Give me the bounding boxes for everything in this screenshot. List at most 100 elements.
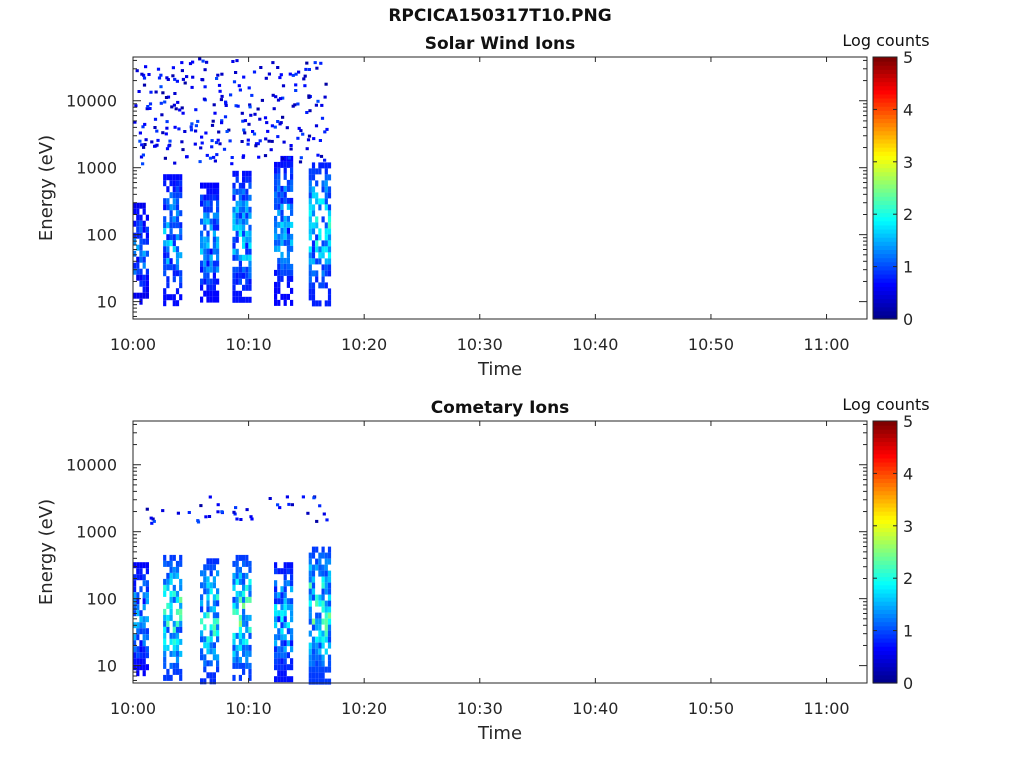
heatmap-cell: [179, 650, 183, 657]
heatmap-cell: [209, 290, 213, 297]
colorbar-segment: [873, 310, 897, 316]
heatmap-cell: [283, 215, 287, 222]
heatmap-cell: [274, 287, 278, 294]
heatmap-cell: [163, 608, 167, 615]
colorbar-segment: [873, 576, 897, 582]
x-tick-label: 11:00: [803, 699, 849, 718]
heatmap-cell: [238, 266, 242, 273]
heatmap-cell: [283, 257, 287, 264]
heatmap-cell: [283, 167, 287, 174]
heatmap-cell: [321, 672, 325, 679]
heatmap-cell: [232, 278, 236, 285]
heatmap-cell: [277, 598, 281, 605]
heatmap-cell: [324, 246, 328, 253]
heatmap-cell: [274, 616, 278, 623]
heatmap-cell: [200, 141, 204, 145]
heatmap-cell: [248, 206, 252, 213]
heatmap-cell: [305, 61, 309, 65]
heatmap-cell: [327, 240, 332, 247]
colorbar-segment: [873, 527, 897, 533]
heatmap-cell: [315, 216, 319, 223]
heatmap-cell: [290, 197, 294, 204]
heatmap-cell: [200, 678, 204, 685]
heatmap-cell: [139, 244, 143, 251]
heatmap-cell: [141, 153, 145, 157]
heatmap-cell: [248, 236, 252, 243]
heatmap-cell: [203, 206, 207, 213]
heatmap-cell: [196, 119, 200, 123]
heatmap-cell: [235, 236, 239, 243]
heatmap-cell: [140, 72, 144, 76]
heatmap-cell: [308, 234, 312, 241]
heatmap-cell: [235, 656, 239, 663]
heatmap-cell: [318, 282, 322, 289]
heatmap-cell: [203, 678, 207, 685]
heatmap-cell: [191, 75, 195, 79]
heatmap-cell: [216, 600, 220, 607]
heatmap-cell: [280, 203, 284, 210]
heatmap-cell: [252, 70, 257, 74]
colorbar-segment: [873, 457, 897, 463]
heatmap-cell: [318, 139, 322, 142]
heatmap-cell: [209, 206, 213, 213]
heatmap-cell: [232, 662, 236, 669]
heatmap-cell: [206, 588, 210, 595]
heatmap-cell: [321, 246, 325, 253]
heatmap-cell: [305, 111, 309, 114]
heatmap-cell: [139, 232, 143, 239]
colorbar-segment: [873, 269, 897, 275]
heatmap-cell: [311, 654, 316, 661]
heatmap-cell: [315, 546, 319, 553]
heatmap-cell: [172, 620, 176, 627]
colorbar-segment: [873, 155, 897, 160]
heatmap-cell: [220, 119, 224, 123]
heatmap-cell: [142, 238, 146, 245]
heatmap-cell: [259, 66, 263, 69]
heatmap-cell: [203, 85, 207, 89]
heatmap-cell: [194, 129, 198, 133]
heatmap-cell: [169, 192, 173, 199]
heatmap-cell: [147, 73, 151, 76]
colorbar-segment: [873, 163, 897, 169]
heatmap-cell: [242, 206, 246, 213]
heatmap-cell: [216, 666, 220, 673]
heatmap-cell: [311, 186, 316, 193]
heatmap-cell: [200, 284, 204, 291]
heatmap-cell: [242, 170, 246, 177]
heatmap-cell: [274, 640, 278, 647]
heatmap-cell: [200, 594, 204, 601]
heatmap-cell: [212, 266, 216, 273]
heatmap-cell: [179, 674, 183, 681]
x-tick-label: 10:10: [226, 335, 272, 354]
heatmap-cell: [290, 628, 294, 635]
heatmap-cell: [145, 562, 149, 569]
heatmap-cell: [200, 618, 204, 625]
heatmap-cell: [277, 263, 281, 270]
heatmap-cell: [286, 269, 290, 276]
heatmap-cell: [216, 138, 220, 142]
heatmap-cell: [179, 620, 183, 627]
heatmap-cell: [166, 620, 170, 627]
heatmap-cell: [216, 588, 220, 595]
heatmap-cell: [306, 138, 311, 142]
heatmap-cell: [142, 76, 147, 80]
heatmap-cell: [232, 584, 236, 591]
heatmap-cell: [286, 185, 290, 192]
heatmap-cell: [327, 636, 332, 643]
heatmap-cell: [324, 234, 328, 241]
heatmap-cell: [238, 596, 242, 603]
heatmap-cell: [214, 141, 219, 145]
heatmap-cell: [308, 246, 312, 253]
heatmap-cell: [280, 616, 284, 623]
heatmap-cell: [308, 666, 312, 673]
heatmap-cell: [228, 139, 232, 143]
heatmap-cell: [249, 515, 253, 519]
heatmap-cell: [181, 148, 185, 152]
heatmap-cell: [142, 83, 147, 87]
heatmap-cell: [159, 85, 163, 89]
heatmap-cell: [166, 234, 170, 241]
heatmap-cell: [318, 678, 322, 685]
heatmap-cell: [187, 511, 191, 514]
heatmap-cell: [175, 264, 180, 271]
heatmap-cell: [142, 574, 146, 581]
